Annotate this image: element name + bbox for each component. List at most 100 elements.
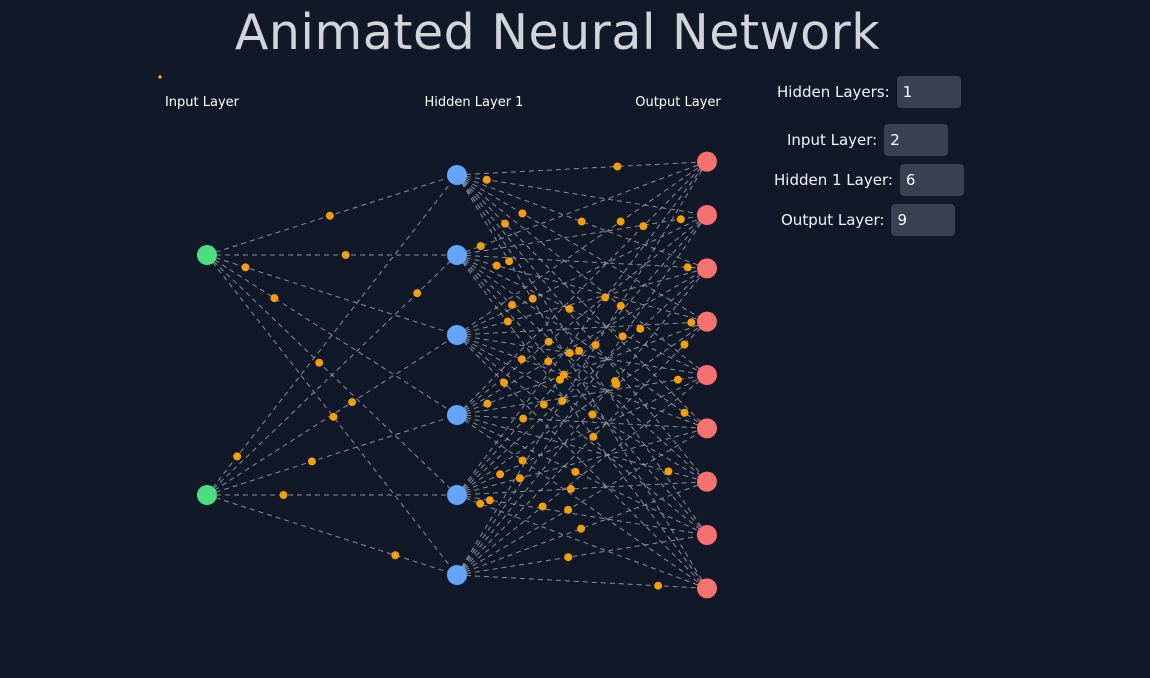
signal-dot (329, 412, 338, 421)
connection-line (456, 427, 708, 496)
connection-line (456, 161, 708, 496)
signal-dot (575, 346, 584, 355)
connection-line (456, 254, 708, 429)
signal-dot (233, 452, 242, 461)
connection-line (456, 427, 708, 576)
neuron-layer2-7 (697, 525, 717, 545)
signal-dot (492, 261, 501, 270)
connection-line (456, 161, 708, 176)
signal-dot (601, 293, 610, 302)
signal-dot (503, 317, 512, 326)
connection-line (456, 214, 708, 256)
signal-dot (589, 432, 598, 441)
connection-line (456, 174, 708, 323)
signal-dot (325, 211, 334, 220)
signal-dot (500, 378, 509, 387)
neuron-layer2-4 (697, 365, 717, 385)
hidden1-layer-input[interactable] (899, 164, 964, 196)
connection-line (456, 481, 708, 496)
signal-dot (618, 332, 627, 341)
signal-dot (539, 400, 548, 409)
signal-dot (517, 355, 526, 364)
neuron-layer0-1 (197, 485, 217, 505)
connection-line (456, 414, 708, 536)
neuron-layer1-3 (447, 405, 467, 425)
signal-dot (571, 467, 580, 476)
signal-dot (673, 375, 682, 384)
signal-dot (270, 294, 279, 303)
signal-dot (664, 467, 673, 476)
input-layer-control: Input Layer: (787, 124, 949, 156)
connection-line (456, 414, 708, 429)
signal-dot (518, 456, 527, 465)
connection-line (206, 494, 458, 576)
neuron-layer2-0 (697, 151, 717, 172)
neuron-layer1-4 (447, 485, 467, 505)
connection-line (456, 254, 708, 589)
connection-line (456, 494, 708, 589)
connection-line (456, 321, 708, 416)
signal-dot (577, 524, 586, 533)
connection-line (456, 254, 708, 376)
connection-line (456, 334, 708, 483)
signal-dot (544, 357, 553, 366)
signal-dot (676, 215, 685, 224)
neuron-layer1-1 (447, 245, 467, 265)
page-title: Animated Neural Network (234, 4, 881, 61)
signal-dot (279, 491, 288, 499)
signal-dot (508, 300, 517, 309)
signal-dot (544, 337, 553, 346)
output-layer-label: Output Layer: (781, 211, 885, 229)
neuron-layer2-8 (697, 578, 717, 599)
signal-dot (588, 410, 597, 419)
signal-dot (680, 340, 689, 349)
connection-line (456, 321, 708, 336)
output-layer-control: Output Layer: (781, 204, 956, 236)
connection-line (456, 254, 708, 323)
connection-line (456, 321, 708, 496)
connection-line (456, 254, 708, 269)
neuron-layer2-1 (697, 205, 717, 225)
input-layer-label: Input Layer: (787, 131, 878, 149)
signal-dot (413, 289, 422, 298)
signal-dot (613, 162, 622, 171)
signal-dot (341, 251, 350, 259)
connection-line (456, 267, 708, 336)
connection-line (456, 214, 708, 336)
signal-dot (307, 457, 316, 466)
connection-line (456, 267, 708, 416)
connection-line (206, 174, 458, 256)
connection-line (456, 161, 708, 256)
signal-dot (505, 257, 514, 266)
hidden-layers-input[interactable] (896, 76, 961, 108)
signal-dot (565, 349, 574, 358)
connection-line (456, 534, 708, 576)
signal-dot (683, 263, 692, 272)
connection-line (456, 494, 708, 536)
layer-label-0: Input Layer (165, 95, 240, 110)
signal-dot (636, 324, 645, 333)
stray-signal-dot (158, 75, 162, 79)
layer-label-1: Hidden Layer 1 (425, 95, 524, 110)
input-layer-input[interactable] (884, 124, 949, 156)
signal-dot (496, 470, 505, 479)
network-diagram: Input Layer Hidden Layer 1 Output Layer (158, 75, 721, 599)
signal-dot (348, 398, 357, 407)
signal-dot (538, 502, 547, 511)
signal-dot (566, 484, 575, 493)
signal-dot (564, 553, 573, 562)
neuron-layer2-2 (697, 258, 717, 279)
connection-line (456, 414, 708, 589)
connection-line (456, 268, 708, 576)
connection-line (456, 574, 708, 589)
signal-dot (483, 399, 492, 408)
connection-line (206, 254, 458, 576)
signal-dot (315, 358, 324, 367)
connection-line (206, 254, 458, 416)
signal-dot (515, 474, 524, 483)
neuron-layer1-5 (447, 565, 467, 585)
neuron-layer2-6 (697, 471, 717, 492)
output-layer-input[interactable] (891, 204, 956, 236)
signal-dot (476, 242, 485, 251)
signal-dot (485, 496, 494, 505)
